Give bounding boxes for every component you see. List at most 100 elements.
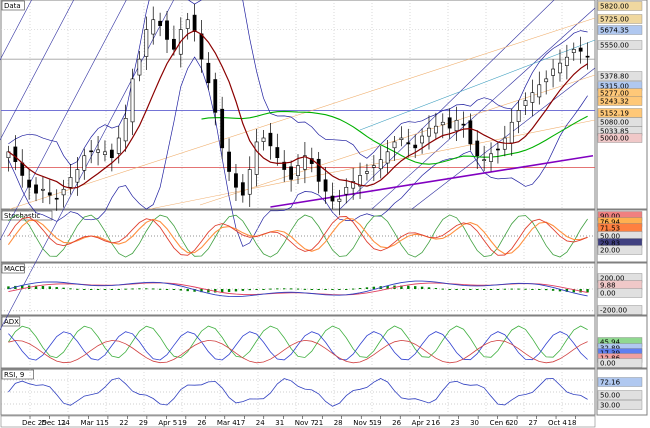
candle-body [54, 197, 59, 200]
macd-histogram-bar [76, 288, 79, 290]
price-label: 9.88 [600, 282, 616, 290]
x-tick-label: 30 [470, 419, 479, 427]
candle-body [192, 14, 197, 32]
macd-histogram-bar [400, 285, 403, 289]
stoch-line-orange [7, 217, 588, 255]
x-tick-label: 20 [509, 419, 518, 427]
macd-histogram-bar [7, 286, 10, 289]
adx-plus-di [8, 325, 588, 359]
candle-body [199, 33, 204, 60]
candle-body [558, 62, 562, 74]
macd-histogram-bar [234, 289, 238, 292]
x-tick-label: Apr 2 [412, 419, 431, 427]
macd-histogram-bar [89, 289, 93, 290]
candle-body [82, 155, 87, 171]
macd-histogram-bar [476, 289, 479, 290]
x-tick-label: 26 [392, 419, 401, 427]
x-tick-label: Nov 7 [295, 419, 315, 427]
candle-body [433, 125, 438, 134]
macd-histogram-bar [324, 289, 327, 290]
candle-body [420, 135, 424, 144]
macd-histogram-bar [558, 289, 562, 292]
macd-histogram-bar [551, 289, 555, 291]
price-label: 0.00 [600, 360, 616, 368]
candle-body [351, 181, 356, 189]
channel-line [371, 7, 596, 210]
fan-line [149, 119, 596, 210]
candle-body [427, 127, 431, 137]
candle-body [103, 151, 107, 155]
macd-histogram-bar [186, 289, 189, 292]
bollinger-lower [8, 56, 588, 247]
macd-histogram-bar [365, 287, 369, 289]
macd-histogram-bar [55, 287, 58, 289]
price-label-box [597, 96, 643, 106]
candle-body [158, 20, 163, 26]
panel-title-box [1, 369, 34, 380]
x-tick-label: 19 [373, 419, 382, 427]
price-label-box [597, 358, 643, 368]
x-tick-label: Mar 4 [217, 419, 237, 427]
channel-line [0, 0, 175, 331]
macd-histogram-bar [117, 288, 120, 290]
x-tick-label: Nov 5 [353, 419, 373, 427]
price-label: 76.94 [600, 219, 621, 227]
price-label: 200.00 [600, 275, 625, 283]
candle-body [578, 47, 583, 52]
macd-histogram-bar [586, 289, 589, 293]
x-tick-label: 29 [139, 419, 148, 427]
panel-title: Data [4, 2, 21, 10]
macd-histogram-bar [296, 288, 300, 290]
fan-line [9, 17, 596, 210]
macd-histogram-bar [103, 289, 107, 290]
macd-histogram-bar [124, 288, 127, 290]
candle-body [337, 198, 342, 202]
price-label: 5315.00 [600, 83, 629, 91]
candle-body [130, 78, 135, 123]
candle-body [316, 158, 321, 182]
price-label: 30.00 [600, 402, 620, 410]
candle-body [585, 55, 590, 58]
candle-body [344, 186, 349, 195]
price-label-box [597, 25, 643, 35]
macd-histogram-bar [110, 289, 114, 290]
candle-body [206, 62, 211, 84]
candle-body [123, 117, 128, 142]
candle-body [116, 137, 121, 154]
macd-histogram-bar [345, 289, 348, 290]
price-label-box [597, 14, 643, 24]
macd-histogram-bar [317, 289, 320, 290]
macd-histogram-bar [565, 289, 569, 292]
candle-body [537, 84, 542, 98]
candle-body [240, 182, 245, 196]
ma-short-line [8, 29, 588, 189]
candle-body [261, 137, 266, 142]
macd-histogram-bar [531, 289, 534, 290]
x-tick-label: 19 [178, 419, 187, 427]
price-label-box [597, 288, 643, 298]
candle-body [523, 100, 528, 106]
macd-histogram-bar [214, 289, 217, 293]
x-tick-label: 31 [275, 419, 284, 427]
macd-histogram-bar [434, 287, 438, 289]
candle-body [509, 121, 514, 144]
candle-body [151, 19, 156, 35]
candle-body [165, 20, 169, 40]
macd-histogram-bar [83, 289, 86, 290]
channel-line [0, 0, 127, 241]
candle-body [385, 151, 390, 164]
candle-body [172, 38, 176, 50]
candle-body [144, 29, 149, 57]
macd-histogram-bar [34, 285, 38, 289]
macd-histogram-bar [96, 289, 100, 290]
macd-histogram-bar [538, 289, 541, 290]
x-tick-label: 21 [314, 419, 323, 427]
price-label: 50.00 [600, 233, 620, 241]
candle-body [516, 110, 521, 122]
macd-histogram-bar [524, 288, 527, 290]
macd-histogram-bar [220, 289, 224, 293]
candle-body [365, 171, 369, 174]
macd-histogram-bar [414, 286, 417, 289]
candle-body [268, 132, 273, 147]
